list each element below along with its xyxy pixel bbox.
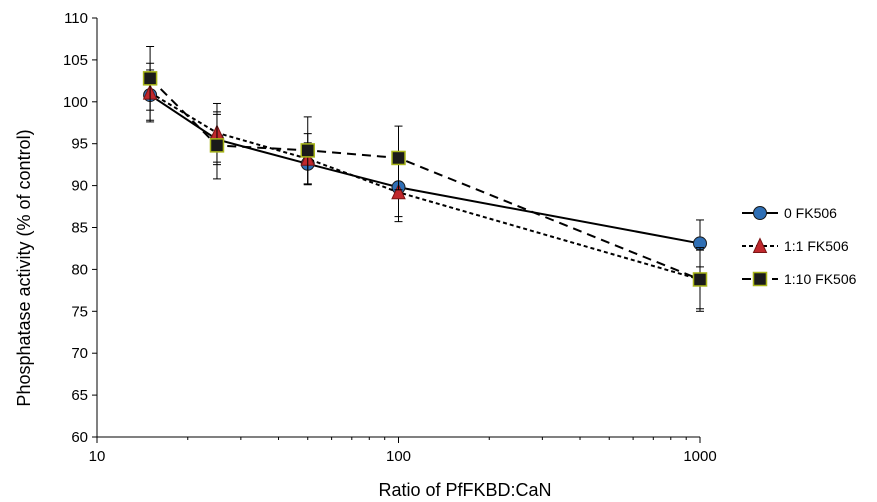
y-tick-label: 85 [71, 220, 88, 237]
y-tick-label: 70 [71, 345, 88, 362]
x-tick-label: 100 [386, 448, 411, 465]
series-1-10-fk506 [142, 45, 708, 312]
legend-label: 0 FK506 [784, 205, 837, 221]
legend-item: 1:10 FK506 [742, 271, 857, 287]
y-tick-label: 80 [71, 261, 88, 278]
legend-item: 1:1 FK506 [742, 237, 849, 254]
y-tick-label: 105 [63, 52, 88, 69]
y-tick-label: 65 [71, 387, 88, 404]
y-tick-label: 75 [71, 303, 88, 320]
data-point [391, 183, 406, 200]
series-layer [142, 45, 708, 312]
data-point [209, 138, 225, 153]
series-1-1-fk506 [142, 62, 708, 310]
data-point [300, 143, 315, 158]
x-tick-label: 1000 [683, 448, 716, 465]
legend-marker [752, 237, 768, 253]
legend-item: 0 FK506 [742, 205, 837, 221]
axes: 60 65 70 75 80 85 90 95 100 105 110 10 100 1000 [63, 10, 717, 465]
y-tick-label: 60 [71, 429, 88, 446]
y-tick-label: 95 [71, 136, 88, 153]
legend-marker [753, 206, 767, 220]
y-tick-label: 90 [71, 178, 88, 195]
legend: 0 FK506 1:1 FK506 1:10 FK506 [742, 205, 857, 287]
x-axis-title: Ratio of PfFKBD:CaN [378, 480, 551, 500]
data-point [391, 150, 406, 166]
series-line [149, 91, 701, 281]
data-point [142, 71, 158, 86]
y-tick-label: 100 [63, 94, 88, 111]
x-tick-label: 10 [89, 448, 106, 465]
y-axis-title: Phosphatase activity (% of control) [14, 129, 34, 406]
legend-label: 1:10 FK506 [784, 271, 857, 287]
y-tick-label: 110 [64, 10, 88, 27]
data-point [692, 272, 708, 287]
legend-label: 1:1 FK506 [784, 238, 849, 254]
legend-marker [752, 271, 768, 287]
series-line [149, 77, 701, 281]
